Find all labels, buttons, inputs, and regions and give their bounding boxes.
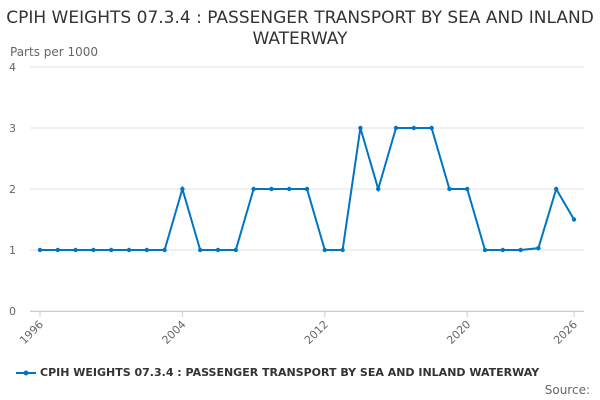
data-point [73,247,78,253]
data-point [287,186,292,192]
data-point [393,125,399,131]
data-point [447,186,452,192]
data-point [126,247,132,253]
source-label: Source: [544,383,590,397]
data-point [269,186,274,192]
data-point [91,247,96,253]
data-point [162,247,167,253]
data-point [55,247,60,253]
data-point [554,186,559,192]
data-point [429,125,434,131]
legend-line-icon [16,370,36,375]
y-tick-label: 2 [9,183,16,196]
data-point [500,247,505,253]
data-point [340,247,345,253]
y-tick-label: 3 [9,122,16,135]
y-axis-label: Parts per 1000 [10,45,99,59]
data-point [251,186,256,192]
data-point [109,247,114,253]
data-point [571,217,577,222]
data-point [465,186,470,192]
data-point [198,247,203,253]
data-point [215,247,221,253]
data-point [536,245,541,251]
x-tick-label: 2004 [160,318,189,347]
data-point [376,186,381,192]
y-tick-label: 4 [9,61,16,74]
x-tick-label: 1996 [17,318,46,347]
data-point [411,125,416,131]
legend-label: CPIH WEIGHTS 07.3.4 : PASSENGER TRANSPOR… [40,366,540,379]
data-point [482,247,488,253]
data-point [322,247,327,253]
data-point [180,186,185,192]
data-point [304,186,310,192]
legend-item[interactable]: CPIH WEIGHTS 07.3.4 : PASSENGER TRANSPOR… [16,366,539,379]
chart-title: CPIH WEIGHTS 07.3.4 : PASSENGER TRANSPOR… [6,8,594,49]
x-tick-label: 2012 [302,318,331,347]
data-point [233,247,238,253]
x-tick-label: 2020 [444,318,473,347]
data-point [144,247,149,253]
data-point [358,125,363,131]
y-tick-label: 0 [9,305,16,318]
y-tick-label: 1 [9,244,16,257]
data-point [37,247,43,253]
x-tick-label: 2026 [551,318,580,347]
data-point [518,247,523,253]
